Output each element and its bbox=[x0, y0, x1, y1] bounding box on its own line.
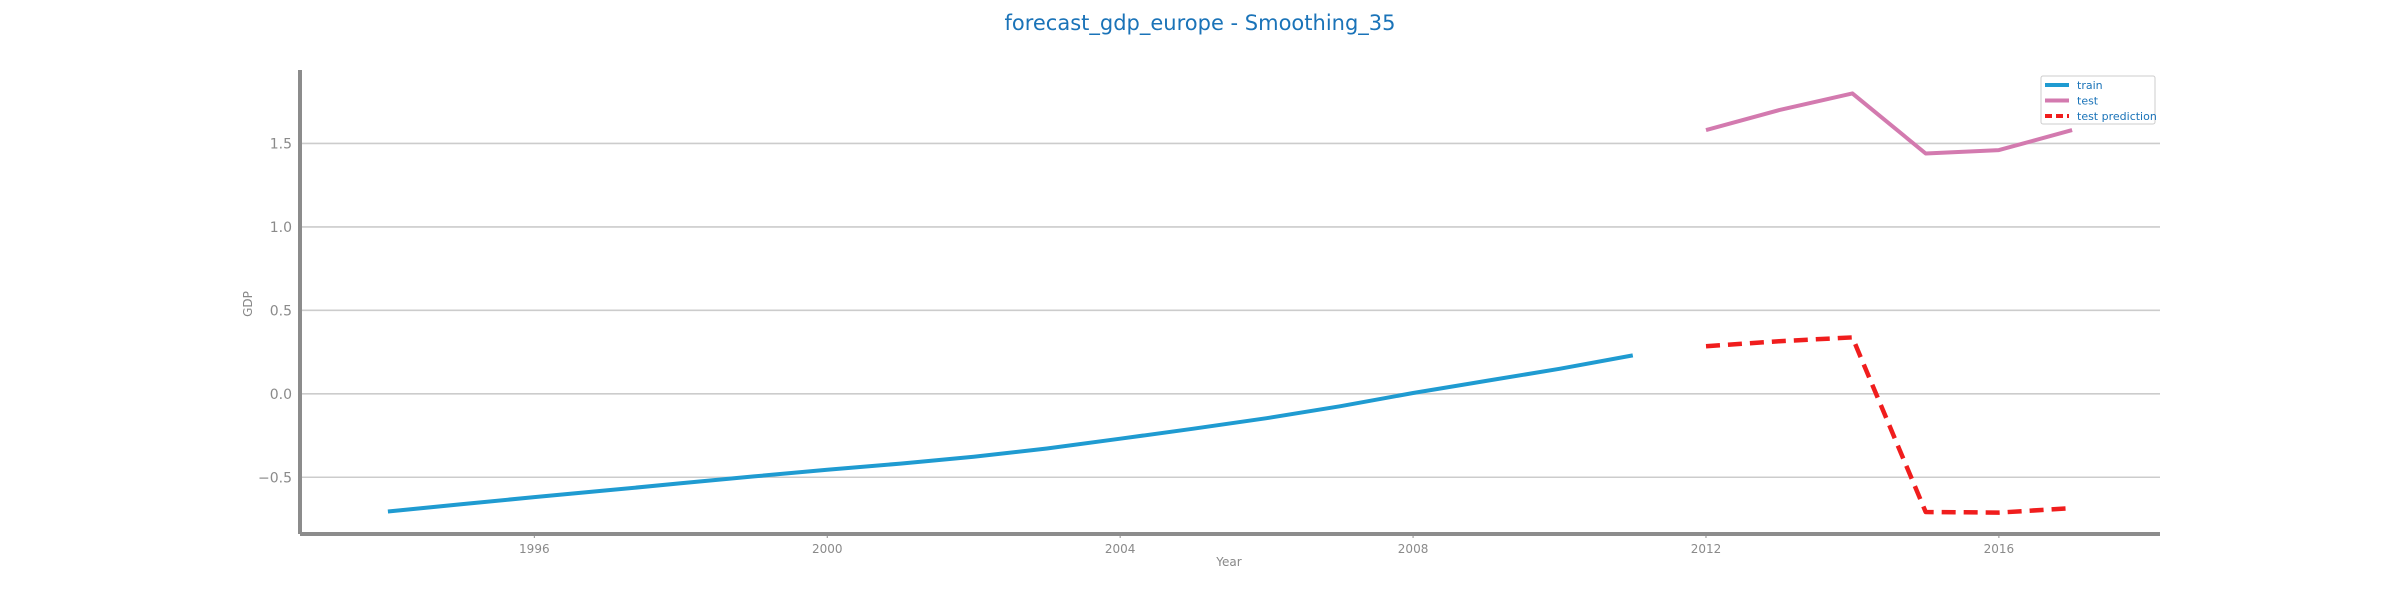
x-tick-label: 2016 bbox=[1984, 542, 2015, 556]
x-tick-label: 2004 bbox=[1105, 542, 1136, 556]
chart-title: forecast_gdp_europe - Smoothing_35 bbox=[1004, 11, 1395, 36]
x-tick-label: 2012 bbox=[1691, 542, 1722, 556]
legend-label: test prediction bbox=[2077, 110, 2157, 123]
y-tick-label: 1.0 bbox=[270, 220, 292, 236]
y-tick-label: 1.5 bbox=[270, 136, 292, 152]
x-axis-label: Year bbox=[1215, 555, 1241, 569]
axes bbox=[298, 70, 2160, 536]
series-line-test bbox=[1705, 91, 2073, 156]
legend-label: test bbox=[2077, 95, 2099, 108]
y-tick-label: 0.0 bbox=[270, 387, 292, 403]
x-tick-label: 2000 bbox=[812, 542, 843, 556]
legend: train test test prediction bbox=[2040, 75, 2157, 125]
legend-label: train bbox=[2077, 79, 2103, 92]
y-axis-label: GDP bbox=[241, 291, 255, 317]
y-tick-label: 0.5 bbox=[270, 303, 292, 319]
series-line-test-prediction bbox=[1705, 335, 2073, 515]
gridlines bbox=[300, 142, 2160, 479]
y-tick-labels: −0.5 0.0 0.5 1.0 1.5 bbox=[258, 136, 292, 486]
x-tick-label: 1996 bbox=[519, 542, 550, 556]
legend-box bbox=[2040, 75, 2156, 125]
series-lines bbox=[387, 91, 2073, 515]
y-tick-label: −0.5 bbox=[258, 470, 292, 486]
x-tick-label: 2008 bbox=[1398, 542, 1429, 556]
series-line-train bbox=[387, 353, 1634, 514]
x-tick-labels: 1996 2000 2004 2008 2012 2016 bbox=[519, 534, 2014, 556]
